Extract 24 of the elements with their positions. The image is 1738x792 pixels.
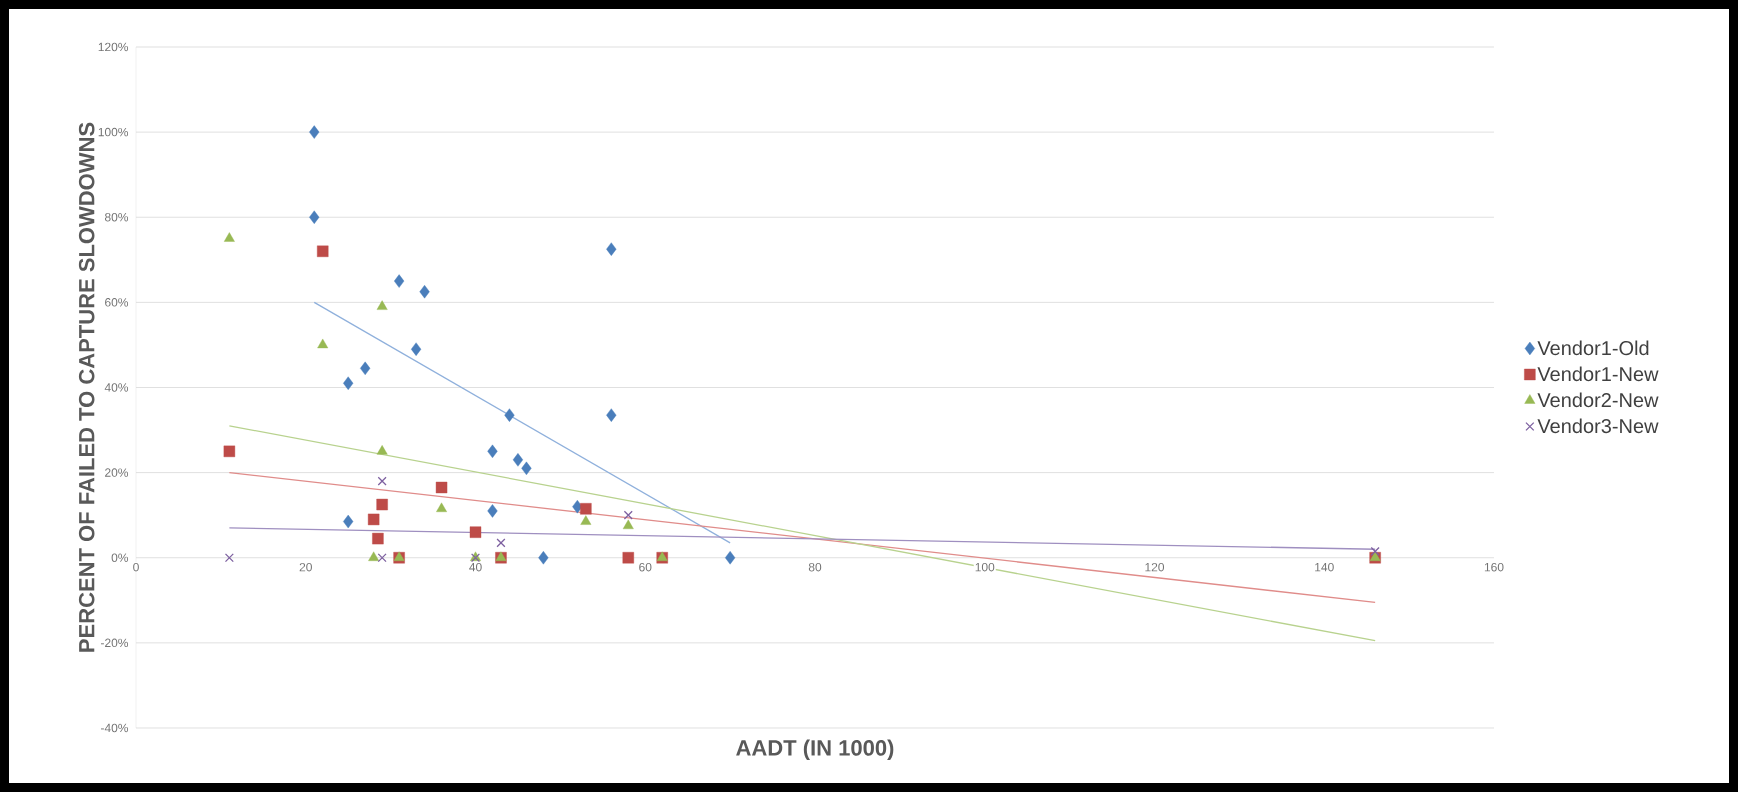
y-tick-label: 120% [98, 42, 129, 52]
y-axis-title: PERCENT OF FAILED TO CAPTURE SLOWDOWNS [78, 122, 95, 652]
x-tick-label: 0 [133, 562, 139, 572]
x-tick-label: 160 [1484, 562, 1504, 572]
x-tick-label: 40 [469, 562, 482, 572]
x-tick-label: 120 [1145, 562, 1165, 572]
x-axis-title: AADT (IN 1000) [736, 739, 894, 761]
x-tick-label: 100 [975, 562, 995, 572]
legend-label: Vendor1-New [1537, 366, 1659, 382]
y-tick-label: -20% [101, 638, 129, 648]
x-tick-label: 60 [639, 562, 652, 572]
y-tick-label: 20% [105, 468, 129, 477]
x-tick-label: 140 [1315, 562, 1334, 572]
y-tick-label: 100% [98, 127, 129, 137]
x-tick-label: 80 [808, 562, 822, 572]
y-tick-label: 40% [104, 383, 129, 392]
legend-label: Vendor1-Old [1537, 340, 1649, 356]
legend-label: Vendor3-New [1537, 418, 1659, 434]
y-tick-label: -40% [101, 723, 129, 733]
y-tick-label: 60% [105, 298, 129, 307]
y-tick-label: 0% [111, 553, 129, 562]
y-tick-label: 80% [104, 213, 129, 222]
x-tick-label: 20 [299, 562, 312, 572]
legend-label: Vendor2-New [1537, 392, 1659, 408]
